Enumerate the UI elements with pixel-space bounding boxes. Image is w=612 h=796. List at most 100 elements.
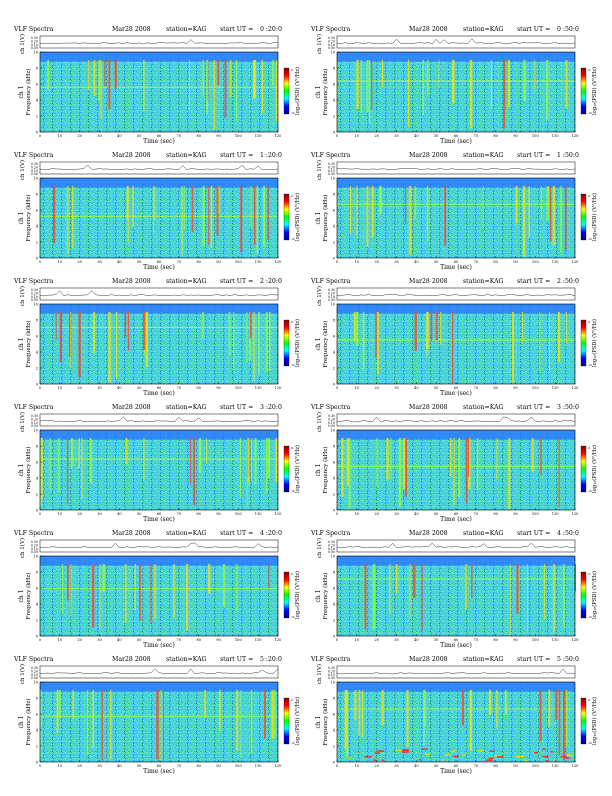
y-tick-label: 4	[36, 728, 39, 732]
vlf-burst	[191, 186, 194, 233]
y-tick-label: 6	[333, 82, 336, 86]
amplitude-frame	[336, 413, 576, 427]
x-tick-label: 60	[157, 512, 162, 516]
vlf-burst	[409, 564, 411, 618]
colorbar-label: log₁₀(PSD) (V²/Hz)	[591, 67, 598, 115]
amplitude-frame	[39, 287, 279, 301]
x-tick-label: 90	[216, 260, 221, 264]
x-tick-label: 50	[137, 134, 142, 138]
y-tick-label: 10	[330, 554, 335, 558]
panel-date: Mar28 2008	[112, 656, 151, 663]
lf-emission	[545, 760, 549, 762]
y-tick-label: 2	[36, 114, 38, 118]
y-tick-label: 2	[36, 240, 38, 244]
vlf-burst	[557, 312, 561, 363]
vlf-burst	[362, 312, 365, 370]
y-tick-label: 10	[33, 302, 38, 306]
colorbar-tick-label: -10	[588, 363, 593, 367]
panel-title: VLF Spectra	[13, 152, 54, 159]
amplitude-trace	[336, 168, 576, 171]
lf-emission	[564, 757, 571, 759]
spectra-panel: VLF Spectra Mar28 2008 station=KAG start UT…	[310, 530, 598, 649]
x-tick-label: 90	[513, 386, 518, 390]
vlf-burst	[522, 186, 526, 257]
x-tick-label: 20	[77, 764, 82, 768]
vlf-burst	[398, 438, 402, 507]
vlf-burst	[93, 60, 96, 96]
x-tick-label: 40	[117, 512, 122, 516]
vlf-burst	[233, 312, 235, 369]
lf-emission	[396, 749, 402, 752]
lf-emission	[493, 755, 501, 757]
vlf-burst	[565, 690, 568, 747]
lf-emission	[451, 750, 457, 752]
x-tick-label: 60	[157, 134, 162, 138]
lf-emission	[348, 757, 351, 759]
emission-line	[337, 466, 575, 468]
vlf-burst	[224, 60, 227, 118]
spectra-panel: VLF Spectra Mar28 2008 station=KAG start UT…	[13, 278, 301, 397]
spectra-panel: VLF Spectra Mar28 2008 station=KAG start UT…	[13, 26, 301, 145]
panel-title: VLF Spectra	[13, 26, 54, 33]
colorbar-tick-label: -10	[291, 237, 296, 241]
x-tick-label: 70	[474, 134, 479, 138]
vlf-burst	[150, 564, 152, 624]
panel-station: station=KAG	[166, 656, 207, 663]
vlf-burst	[183, 186, 185, 231]
x-axis-label: Time (sec)	[143, 768, 175, 775]
vlf-burst	[114, 60, 117, 89]
vlf-burst	[469, 690, 472, 751]
vlf-burst	[444, 186, 447, 246]
lf-emission	[402, 751, 409, 753]
vlf-burst	[186, 564, 189, 631]
vlf-burst	[101, 690, 103, 761]
amplitude-trace	[39, 164, 279, 171]
amp-axis-label: ch 1(V)	[19, 664, 26, 684]
x-tick-label: 100	[532, 512, 540, 516]
vlf-burst	[354, 312, 356, 342]
vlf-burst	[228, 312, 231, 356]
spectrogram-area	[337, 556, 575, 636]
vlf-burst	[236, 690, 239, 751]
emission-line	[40, 588, 278, 590]
vlf-burst	[47, 60, 49, 91]
colorbar-tick-label: -10	[291, 363, 296, 367]
vlf-burst	[505, 690, 507, 715]
vlf-burst	[549, 186, 552, 242]
vlf-burst	[55, 312, 57, 340]
vlf-burst	[99, 564, 101, 630]
x-tick-label: 80	[196, 386, 201, 390]
vlf-burst	[406, 690, 409, 747]
amp-tick-label: 0.20	[328, 40, 335, 44]
x-tick-label: 80	[493, 260, 498, 264]
x-tick-label: 20	[374, 260, 379, 264]
colorbar-tick-label: -8	[291, 572, 294, 576]
x-tick-label: 60	[157, 764, 162, 768]
amp-tick-label: 0.20	[31, 418, 38, 422]
panel-start-time: 2 :20:0	[260, 278, 282, 285]
vlf-burst	[115, 312, 118, 380]
x-tick-label: 70	[177, 386, 182, 390]
lf-emission	[542, 748, 546, 750]
amp-tick-label: 0.00	[31, 550, 38, 554]
vlf-burst	[189, 438, 192, 485]
vlf-burst	[216, 186, 219, 237]
y-tick-label: 8	[333, 696, 336, 700]
x-axis-label: Time (sec)	[143, 390, 175, 397]
x-axis-label: Time (sec)	[440, 516, 472, 523]
x-tick-label: 40	[117, 638, 122, 642]
vlf-burst	[266, 438, 268, 494]
colorbar	[580, 193, 587, 241]
lf-emission	[560, 755, 565, 758]
vlf-burst	[217, 60, 220, 86]
vlf-burst	[389, 564, 391, 614]
vlf-burst	[423, 690, 425, 746]
panel-start-time: 4 :20:0	[260, 530, 282, 537]
amp-tick-label: 0.30	[328, 36, 335, 40]
amp-tick-label: 0.30	[31, 540, 38, 544]
x-axis-label: Time (sec)	[143, 264, 175, 271]
colorbar	[283, 445, 290, 493]
x-tick-label: 110	[255, 134, 263, 138]
panel-station: station=KAG	[463, 278, 504, 285]
x-tick-label: 100	[235, 512, 243, 516]
